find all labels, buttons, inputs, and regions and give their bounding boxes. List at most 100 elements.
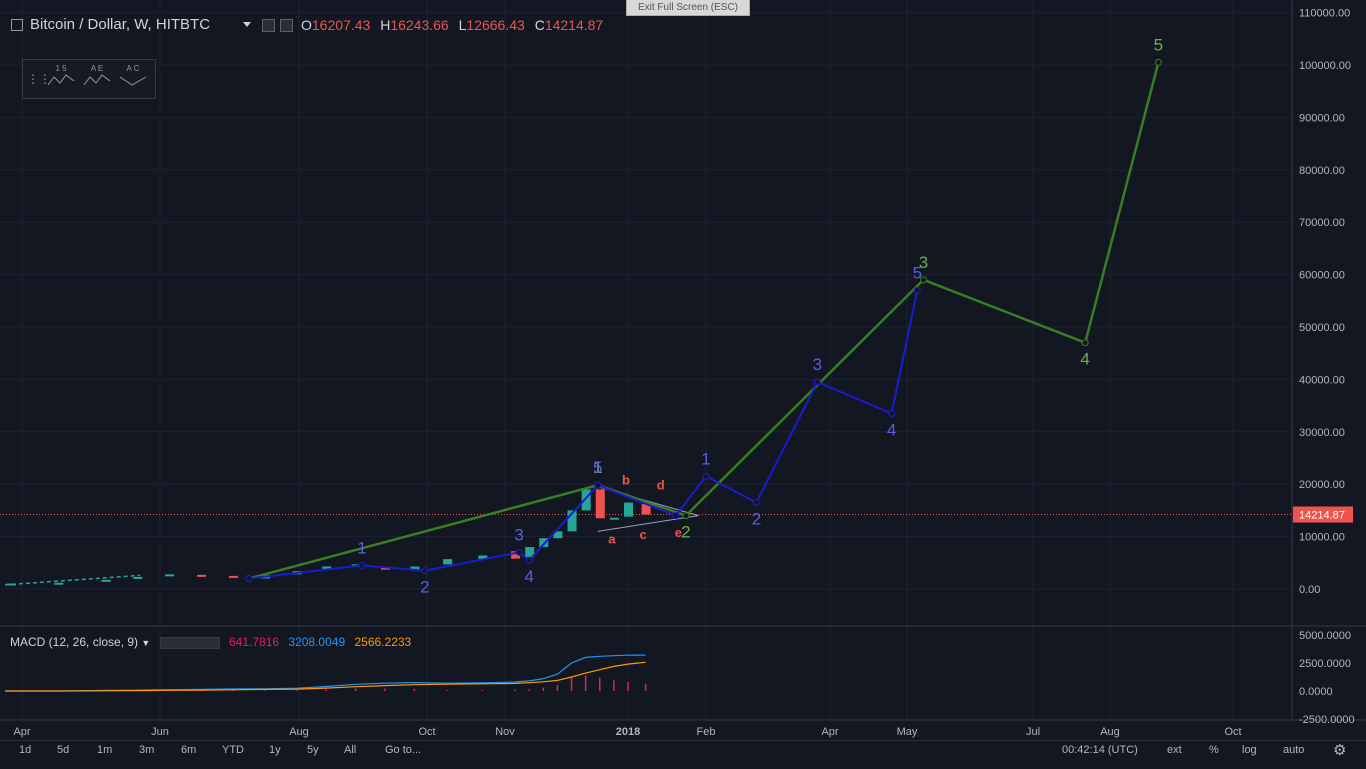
macd-tick-label: 0.0000 (1299, 686, 1333, 698)
macd-pane (5, 654, 647, 692)
candle (567, 510, 577, 532)
goto-button[interactable]: Go to... (385, 744, 422, 756)
triangle-label: e (675, 525, 682, 540)
header-menu-icon[interactable] (11, 19, 23, 31)
wave-point (813, 378, 821, 386)
tool-label: A C (126, 64, 140, 73)
candle (641, 504, 651, 515)
wave-point (1081, 339, 1089, 347)
drag-handle-icon[interactable]: ⋮⋮ (27, 72, 51, 86)
last-price-badge (1293, 506, 1353, 523)
wave-label: 2 (681, 523, 690, 542)
impulse-wave-tool[interactable]: 1 5 (45, 64, 77, 92)
gear-icon[interactable]: ⚙ (1333, 742, 1347, 759)
open-value: 16207.43 (311, 17, 371, 33)
wave-point (594, 481, 602, 489)
range-1m[interactable]: 1m (97, 744, 113, 756)
wave-point (525, 556, 533, 564)
wave-label: 1 (593, 458, 602, 477)
candle (511, 551, 521, 559)
range-1y[interactable]: 1y (269, 744, 281, 756)
signal-line (5, 661, 646, 692)
candle (410, 566, 420, 570)
wave-label: 5 (1154, 35, 1163, 54)
wave-point (682, 512, 690, 520)
wave-label: 1 (701, 449, 710, 468)
candle (197, 574, 207, 577)
ext-toggle[interactable]: ext (1167, 744, 1182, 756)
range-6m[interactable]: 6m (181, 744, 197, 756)
wave-label: 3 (514, 525, 523, 544)
range-3m[interactable]: 3m (139, 744, 155, 756)
price-tick-label: 10000.00 (1299, 532, 1345, 544)
settings-icon[interactable] (280, 19, 293, 32)
time-tick-label: Apr (13, 726, 30, 738)
drawing-tools-panel: ⋮⋮ 1 5 A E A C (22, 59, 156, 99)
green-wave-line (248, 62, 1160, 580)
symbol-title[interactable]: Bitcoin / Dollar, W, HITBTC (30, 16, 211, 33)
time-tick-label: Apr (821, 726, 838, 738)
range-5y[interactable]: 5y (307, 744, 319, 756)
macd-tick-label: 2500.0000 (1299, 658, 1351, 670)
log-toggle[interactable]: log (1242, 744, 1257, 756)
price-tick-label: 80000.00 (1299, 165, 1345, 177)
macd-dropdown-icon[interactable]: ▼ (141, 638, 151, 648)
correction-wave-tool[interactable]: A C (117, 64, 149, 92)
range-ytd[interactable]: YTD (222, 744, 244, 756)
price-tick-label: 110000.00 (1299, 8, 1350, 20)
candle (478, 555, 488, 560)
close-value: 14214.87 (544, 17, 604, 33)
symbol-dropdown-icon[interactable] (243, 22, 251, 27)
auto-toggle[interactable]: auto (1283, 744, 1305, 756)
grid (0, 0, 1292, 720)
macd-tick-label: 5000.0000 (1299, 630, 1351, 642)
range-5d[interactable]: 5d (57, 744, 70, 756)
low-label: L (458, 17, 467, 33)
macd-line-value: 3208.0049 (288, 635, 346, 649)
wave-point (920, 276, 928, 284)
candle (54, 582, 64, 585)
time-tick-label: Aug (1100, 726, 1120, 738)
triangle-wave-tool[interactable]: A E (81, 64, 113, 92)
time-tick-label: Jun (151, 726, 169, 738)
triangle-label: b (622, 473, 630, 488)
wave-icon (47, 74, 75, 86)
high-value: 16243.66 (390, 17, 449, 33)
low-value: 12666.43 (466, 17, 525, 33)
triangle-label: c (639, 527, 646, 542)
eye-icon[interactable] (262, 19, 275, 32)
close-label: C (534, 17, 545, 33)
wave-label: 3 (919, 253, 928, 272)
price-tick-label: 90000.00 (1299, 112, 1345, 124)
percent-toggle[interactable]: % (1209, 744, 1219, 756)
candle (581, 489, 591, 511)
time-tick-label: Feb (697, 726, 716, 738)
utc-clock[interactable]: 00:42:14 (UTC) (1062, 744, 1138, 756)
time-tick-label: Jul (1026, 726, 1040, 738)
candle (101, 579, 111, 582)
wave-point (358, 561, 366, 569)
wave-point (245, 575, 253, 583)
time-tick-label: Oct (418, 726, 435, 738)
macd-title[interactable]: MACD (12, 26, close, 9) (10, 635, 139, 649)
candle (553, 531, 563, 539)
macd-buttons[interactable] (159, 636, 220, 649)
price-tick-label: 50000.00 (1299, 322, 1345, 334)
time-tick-label: May (897, 726, 918, 738)
macd-signal-value: 2566.2233 (354, 635, 412, 649)
tool-label: 1 5 (55, 64, 67, 73)
wave-label: 2 (420, 578, 429, 597)
candle (624, 502, 633, 517)
wave-point (515, 548, 523, 556)
wave-point (421, 567, 429, 575)
candle-series (4, 489, 651, 586)
range-1d[interactable]: 1d (19, 744, 32, 756)
price-tick-label: 20000.00 (1299, 479, 1345, 491)
candle (539, 538, 549, 548)
high-label: H (380, 17, 391, 33)
range-all[interactable]: All (344, 744, 357, 756)
price-tick-label: 100000.00 (1299, 60, 1351, 72)
exit-fullscreen-button[interactable]: Exit Full Screen (ESC) (626, 0, 750, 16)
